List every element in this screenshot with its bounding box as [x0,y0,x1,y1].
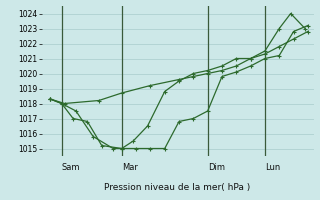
Text: Pression niveau de la mer( hPa ): Pression niveau de la mer( hPa ) [104,183,251,192]
Text: Mar: Mar [122,164,138,172]
Text: Sam: Sam [62,164,80,172]
Text: Lun: Lun [265,164,280,172]
Text: Dim: Dim [208,164,225,172]
